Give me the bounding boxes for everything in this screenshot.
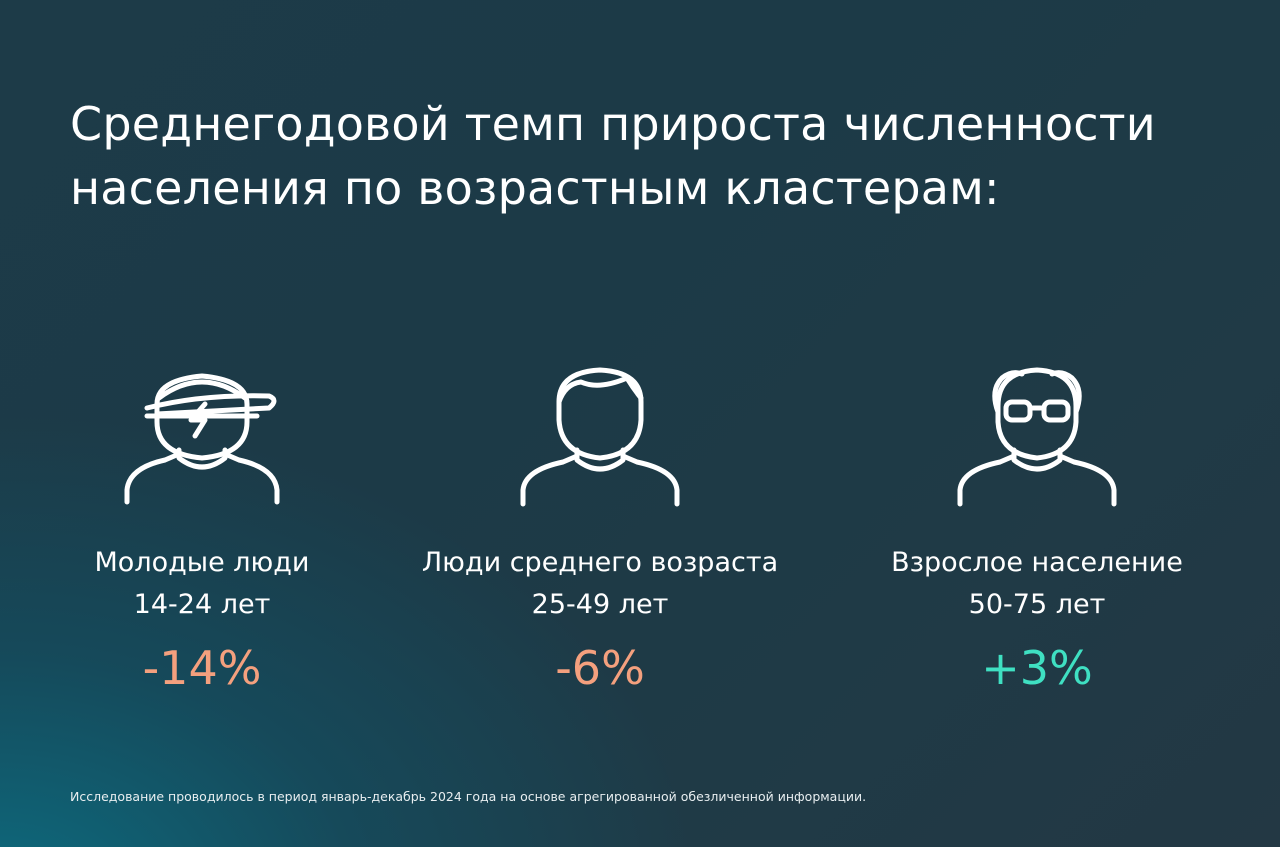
elderly-person-glasses-icon (957, 367, 1117, 507)
cluster-adult-name: Взрослое население 50-75 лет (827, 542, 1247, 626)
cluster-young: Молодые люди 14-24 лет -14% (0, 350, 412, 696)
cluster-adult-title: Взрослое население (891, 547, 1183, 578)
page-title-line-2: населения по возрастным кластерам: (70, 161, 1000, 215)
cluster-adult-value: +3% (981, 641, 1093, 695)
cluster-middle-aged-name: Люди среднего возраста 25-49 лет (390, 542, 810, 626)
cluster-middle-aged-value: -6% (555, 641, 645, 695)
page-title: Среднегодовой темп прироста численности … (70, 92, 1230, 220)
cluster-adult: Взрослое население 50-75 лет +3% (827, 350, 1247, 696)
cluster-young-value: -14% (142, 641, 262, 695)
young-person-cap-icon (124, 373, 280, 505)
cluster-middle-aged: Люди среднего возраста 25-49 лет -6% (390, 350, 810, 696)
cluster-young-title: Молодые люди (94, 547, 310, 578)
cluster-adult-age-range: 50-75 лет (968, 589, 1106, 620)
page-title-line-1: Среднегодовой темп прироста численности (70, 97, 1156, 151)
footnote: Исследование проводилось в период январь… (70, 789, 867, 804)
cluster-young-age-range: 14-24 лет (133, 589, 271, 620)
cluster-young-name: Молодые люди 14-24 лет (0, 542, 412, 626)
middle-aged-person-icon (520, 367, 680, 507)
cluster-middle-aged-title: Люди среднего возраста (421, 547, 779, 578)
cluster-middle-aged-age-range: 25-49 лет (531, 589, 669, 620)
